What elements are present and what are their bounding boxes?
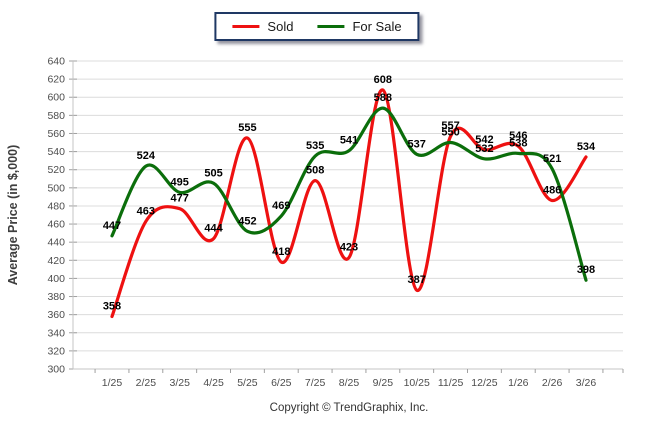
data-label: 469: [272, 200, 290, 212]
data-label: 532: [475, 143, 493, 155]
chart-plot: 300 320 340 360 380 400 420 440 460 480 500 520 540 5…: [47, 56, 624, 389]
data-label: 608: [374, 74, 392, 86]
data-label: 550: [441, 127, 459, 139]
x-tick-label: 2/26: [542, 377, 563, 389]
data-label: 398: [577, 264, 595, 276]
legend-item-sold: Sold: [232, 19, 293, 34]
y-tick-label: 420: [47, 255, 65, 267]
sold-line-swatch: [232, 25, 260, 28]
data-label: 452: [238, 215, 256, 227]
data-label: 521: [543, 153, 561, 165]
y-tick-label: 600: [47, 92, 65, 104]
legend-item-for-sale: For Sale: [317, 19, 402, 34]
data-label: 508: [306, 165, 324, 177]
x-tick-label: 2/25: [136, 377, 157, 389]
data-label: 447: [103, 220, 121, 232]
y-tick-label: 560: [47, 128, 65, 140]
x-tick-label: 7/25: [305, 377, 326, 389]
y-tick-label: 520: [47, 164, 65, 176]
x-tick-label: 3/25: [169, 377, 190, 389]
series-path-for-sale: [110, 106, 588, 282]
data-label: 495: [171, 176, 189, 188]
data-label: 555: [238, 122, 256, 134]
data-label: 546: [509, 130, 527, 142]
data-label: 358: [103, 300, 121, 312]
data-label: 486: [543, 185, 561, 197]
y-tick-label: 640: [47, 56, 65, 68]
x-tick-label: 4/25: [203, 377, 224, 389]
for-sale-line-swatch: [317, 25, 345, 28]
legend: Sold For Sale: [214, 12, 420, 41]
x-tick-label: 1/25: [102, 377, 123, 389]
data-label: 541: [340, 135, 358, 147]
data-label: 423: [340, 242, 358, 254]
data-label: 444: [204, 223, 223, 235]
y-tick-label: 540: [47, 146, 65, 158]
data-label: 537: [408, 138, 426, 150]
y-tick-label: 320: [47, 345, 65, 357]
y-tick-label: 380: [47, 291, 65, 303]
y-tick-label: 620: [47, 74, 65, 86]
y-tick-label: 340: [47, 327, 65, 339]
y-tick-label: 580: [47, 110, 65, 122]
data-label: 505: [204, 167, 222, 179]
data-label: 387: [408, 274, 426, 286]
x-tick-label: 12/25: [471, 377, 497, 389]
y-tick-label: 460: [47, 219, 65, 231]
y-axis-title: Average Price (in $,000): [6, 145, 20, 286]
x-tick-label: 8/25: [339, 377, 360, 389]
x-tick-label: 10/25: [404, 377, 430, 389]
y-tick-label: 400: [47, 273, 65, 285]
series-path-sold: [110, 88, 588, 319]
x-tick-label: 3/26: [576, 377, 597, 389]
y-tick-label: 360: [47, 309, 65, 321]
y-tick-label: 480: [47, 200, 65, 212]
x-tick-label: 11/25: [438, 377, 464, 389]
data-label: 463: [137, 205, 155, 217]
data-label: 418: [272, 246, 290, 258]
x-tick-label: 5/25: [237, 377, 258, 389]
x-tick-label: 1/26: [508, 377, 529, 389]
legend-label-sold: Sold: [267, 19, 294, 34]
y-tick-label: 300: [47, 364, 65, 376]
data-label: 588: [374, 92, 392, 104]
data-label: 538: [509, 137, 527, 149]
data-label: 557: [441, 120, 459, 132]
y-tick-label: 440: [47, 237, 65, 249]
data-label: 534: [577, 141, 596, 153]
copyright-text: Copyright © TrendGraphix, Inc.: [269, 402, 429, 414]
y-tick-label: 500: [47, 182, 65, 194]
legend-label-for-sale: For Sale: [352, 19, 402, 34]
data-label: 535: [306, 140, 324, 152]
x-tick-label: 6/25: [271, 377, 292, 389]
data-label: 477: [171, 193, 189, 205]
data-label: 542: [475, 134, 493, 146]
x-tick-label: 9/25: [373, 377, 394, 389]
data-label: 524: [137, 150, 156, 162]
